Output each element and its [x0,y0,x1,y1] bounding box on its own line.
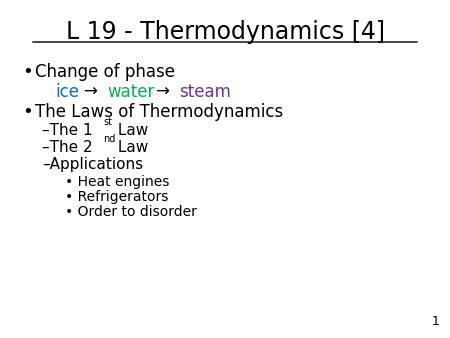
Text: –The 2: –The 2 [42,140,93,155]
Text: 1: 1 [432,315,440,328]
Text: Change of phase: Change of phase [35,63,175,81]
Text: water: water [107,83,154,101]
Text: –Applications: –Applications [42,157,143,172]
Text: • Refrigerators: • Refrigerators [65,190,168,204]
Text: Law: Law [113,123,148,138]
Text: →: → [155,83,169,101]
Text: L 19 - Thermodynamics [4]: L 19 - Thermodynamics [4] [66,20,384,44]
Text: nd: nd [103,134,115,144]
Text: •: • [22,103,33,121]
Text: • Order to disorder: • Order to disorder [65,205,197,219]
Text: steam: steam [179,83,231,101]
Text: ice: ice [55,83,79,101]
Text: st: st [103,117,112,127]
Text: • Heat engines: • Heat engines [65,175,169,189]
Text: •: • [22,63,33,81]
Text: –The 1: –The 1 [42,123,93,138]
Text: The Laws of Thermodynamics: The Laws of Thermodynamics [35,103,283,121]
Text: Law: Law [113,140,148,155]
Text: →: → [83,83,97,101]
